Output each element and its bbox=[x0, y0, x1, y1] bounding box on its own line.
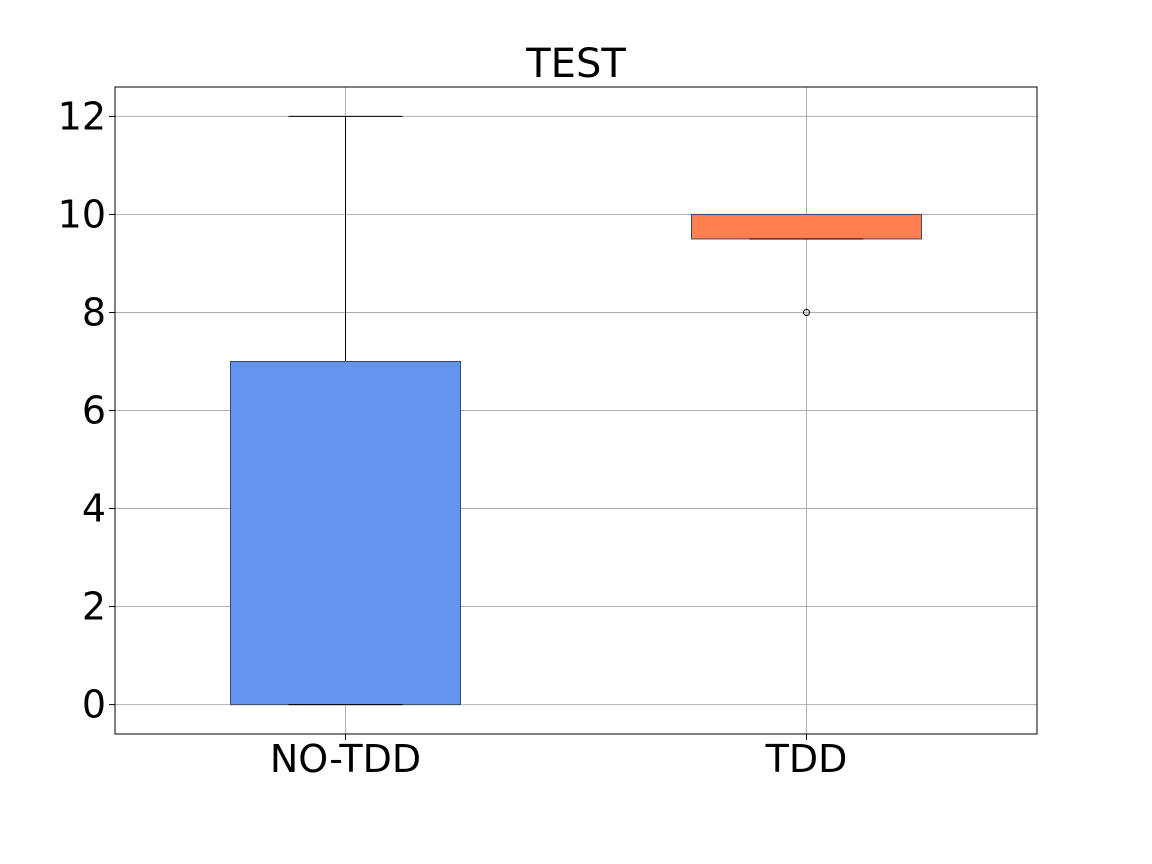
x-tick-label: NO-TDD bbox=[270, 737, 421, 781]
y-tick-label: 6 bbox=[82, 389, 106, 433]
y-tick-label: 4 bbox=[82, 487, 106, 531]
outlier-point bbox=[803, 308, 810, 316]
y-tick-label: 12 bbox=[58, 94, 106, 138]
y-tick-label: 2 bbox=[82, 585, 106, 629]
y-tick-label: 0 bbox=[82, 683, 106, 727]
chart-title: TEST bbox=[525, 41, 626, 87]
boxes bbox=[230, 115, 922, 706]
box-body bbox=[230, 360, 461, 706]
y-tick-label: 8 bbox=[82, 290, 106, 334]
plot-frame bbox=[114, 86, 1038, 735]
x-tick-label: TDD bbox=[765, 737, 848, 781]
y-tick-label: 10 bbox=[58, 192, 106, 236]
box-body bbox=[691, 213, 922, 240]
axes: 0 2 4 6 8 10 12 NO-TDD TDD bbox=[58, 86, 1038, 781]
